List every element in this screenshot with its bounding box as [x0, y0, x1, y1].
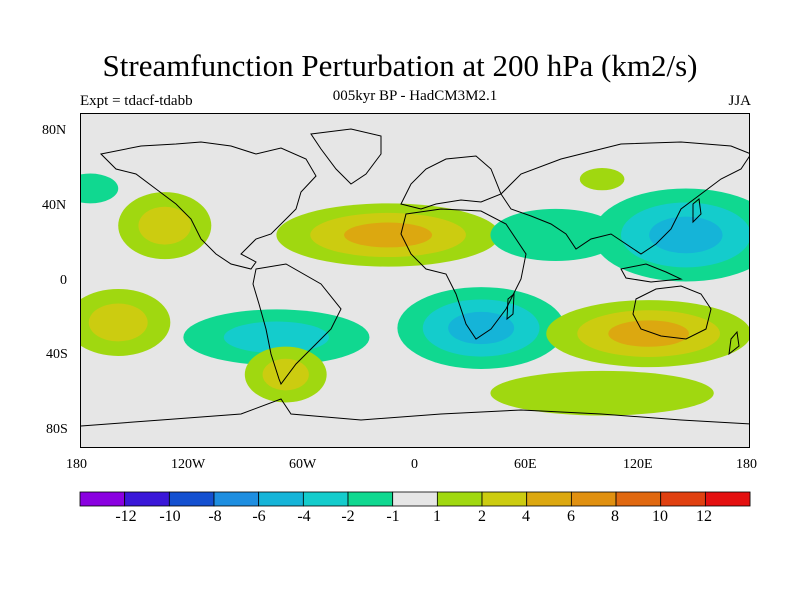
anomaly-region-east-pacific-positive	[138, 206, 192, 245]
lon-tick-label: 0	[411, 457, 418, 472]
coastline-layer	[81, 128, 749, 427]
colorbar-label: -10	[159, 508, 181, 525]
colorbar-label: 12	[696, 508, 712, 525]
chart-title: Streamfunction Perturbation at 200 hPa (…	[102, 48, 698, 83]
anomaly-region-south-america-negative	[223, 321, 330, 354]
anomaly-region-south-asia-negative	[490, 208, 621, 262]
lon-tick-label: 60E	[514, 457, 537, 472]
coastline-indonesia	[620, 263, 683, 283]
colorbar-label: -4	[297, 508, 311, 525]
colorbar-boxes	[79, 491, 751, 507]
colorbar-box	[570, 491, 617, 507]
anomaly-region-north-pacific-negative	[81, 173, 119, 204]
colorbar-label: 1	[433, 508, 441, 525]
lat-tick-label: 40S	[46, 347, 68, 362]
colorbar-label: -12	[115, 508, 137, 525]
anomaly-region-patagonia-positive	[262, 358, 309, 391]
coastline-north-america	[99, 141, 317, 270]
anomaly-region-southern-ocean-positive	[490, 370, 714, 416]
lat-tick-label: 0	[60, 273, 67, 288]
chart-subtitle: 005kyr BP - HadCM3M2.1	[332, 88, 498, 104]
colorbar-box	[258, 491, 304, 507]
lat-tick-label: 80N	[42, 123, 67, 138]
lat-tick-label: 40N	[42, 198, 67, 213]
coastline-madagascar	[506, 292, 515, 321]
map-canvas	[81, 114, 749, 447]
map-panel	[80, 113, 750, 448]
lon-tick-label: 180	[736, 457, 757, 472]
coastline-africa	[400, 208, 527, 340]
season-label: JJA	[728, 93, 751, 109]
lon-tick-label: 60W	[289, 457, 317, 472]
anomaly-region-south-atlantic-africa-negative	[448, 311, 515, 345]
anomaly-region-south-pacific-positive	[88, 303, 148, 342]
colorbar-label: 4	[522, 508, 530, 525]
colorbar-label: 10	[652, 508, 668, 525]
lon-tick-label: 120E	[623, 457, 653, 472]
colorbar-box	[436, 491, 483, 507]
colorbar-box	[615, 491, 662, 507]
colorbar-box	[124, 491, 170, 507]
coastline-greenland	[310, 128, 382, 185]
colorbar-label: 2	[478, 508, 486, 525]
colorbar-box	[79, 491, 126, 507]
colorbar-box	[392, 491, 438, 507]
colorbar-box	[302, 491, 349, 507]
colorbar	[79, 491, 751, 507]
colorbar-label: -6	[252, 508, 266, 525]
lon-tick-label: 180	[66, 457, 87, 472]
experiment-label: Expt = tdacf-tdabb	[80, 93, 193, 109]
colorbar-label: -8	[208, 508, 222, 525]
colorbar-label: -1	[386, 508, 400, 525]
lon-tick-label: 120W	[171, 457, 206, 472]
coastline-australia	[632, 285, 712, 340]
coastline-europe-africa	[400, 155, 502, 210]
colorbar-label: 8	[611, 508, 619, 525]
lat-tick-label: 80S	[46, 422, 68, 437]
colorbar-box	[347, 491, 394, 507]
colorbar-box	[704, 491, 751, 507]
anomaly-layer	[81, 167, 749, 416]
coastline-asia	[500, 141, 749, 255]
colorbar-box	[526, 491, 572, 507]
colorbar-box	[168, 491, 215, 507]
colorbar-label: -2	[341, 508, 355, 525]
coastline-new-zealand	[728, 330, 740, 356]
anomaly-region-n-atlantic-africa-positive	[344, 222, 433, 248]
colorbar-label: 6	[567, 508, 575, 525]
colorbar-box	[481, 491, 528, 507]
coastline-japan	[692, 198, 702, 224]
coastline-south-america	[252, 263, 342, 386]
colorbar-box	[660, 491, 706, 507]
coastline-antarctica	[81, 398, 749, 427]
colorbar-box	[213, 491, 260, 507]
anomaly-region-central-asia-positive	[579, 167, 625, 191]
anomaly-region-australia-positive	[608, 320, 689, 347]
anomaly-region-west-pacific-negative	[649, 216, 723, 254]
